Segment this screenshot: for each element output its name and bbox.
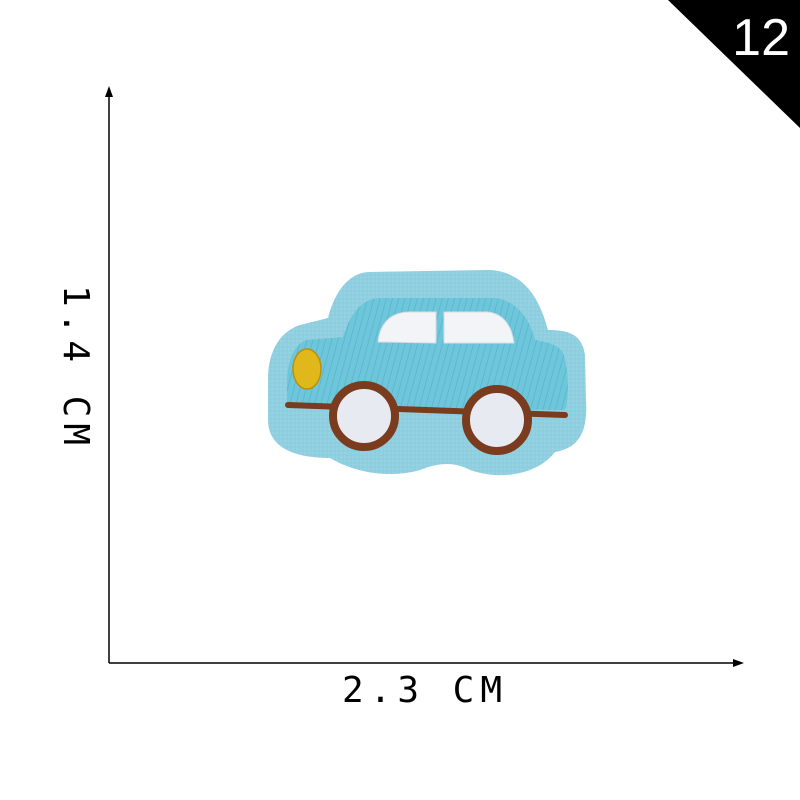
arrow-right-icon: [733, 659, 744, 667]
corner-badge: 12: [668, 0, 800, 128]
car-wheel-front: [329, 381, 399, 451]
car-wheel-rear: [462, 385, 532, 455]
height-dimension-label: 1.4 CM: [55, 284, 96, 452]
car-window-front: [377, 311, 437, 344]
car-headlight: [292, 348, 322, 390]
corner-triangle: [668, 0, 800, 128]
badge-number: 12: [732, 9, 790, 67]
arrow-up-icon: [105, 86, 113, 97]
width-dimension-label: 2.3 CM: [341, 670, 509, 711]
car-patch: [268, 270, 587, 476]
car-window-rear: [443, 311, 515, 344]
